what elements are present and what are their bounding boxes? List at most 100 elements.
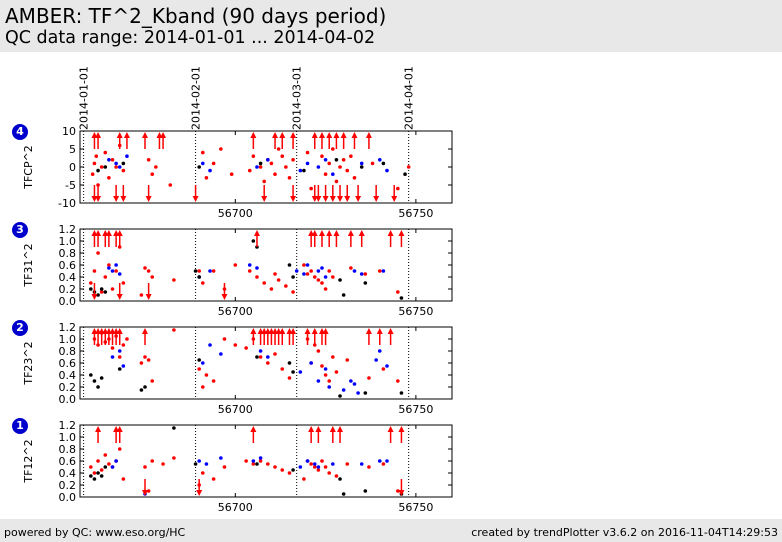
data-point — [161, 462, 165, 466]
arrow-up-head — [322, 328, 329, 334]
data-point — [92, 471, 97, 475]
arrow-up-head — [387, 328, 394, 334]
data-point — [403, 172, 407, 176]
data-point — [233, 343, 238, 347]
data-point — [193, 269, 198, 273]
arrow-up-head — [160, 132, 167, 138]
data-point — [316, 349, 321, 353]
data-point — [255, 266, 259, 270]
data-point — [172, 278, 176, 282]
data-point — [110, 287, 115, 291]
data-point — [143, 355, 147, 359]
data-point — [396, 290, 400, 294]
data-point — [331, 172, 335, 176]
x-tick-label: 56700 — [218, 501, 253, 514]
data-point — [103, 290, 108, 294]
data-point — [331, 462, 335, 466]
data-point — [385, 364, 389, 368]
data-point — [114, 161, 118, 166]
data-point — [197, 269, 201, 273]
data-point — [291, 468, 295, 472]
x-tick-label: 56750 — [398, 501, 433, 514]
data-point — [255, 355, 259, 359]
data-point — [197, 367, 201, 371]
data-point — [323, 465, 328, 469]
data-point — [323, 158, 328, 162]
date-marker-label: 2014-02-01 — [190, 66, 203, 130]
data-point — [172, 456, 176, 460]
data-point — [244, 459, 248, 463]
data-point — [103, 165, 108, 169]
date-marker-label: 2014-03-01 — [291, 66, 304, 130]
data-point — [143, 385, 147, 389]
data-point — [229, 172, 234, 176]
data-point — [316, 465, 321, 469]
arrow-down-head — [192, 196, 199, 202]
data-point — [121, 364, 126, 368]
arrow-up-head — [333, 132, 340, 138]
data-point — [255, 165, 259, 169]
y-tick-label: 0.8 — [59, 443, 77, 456]
data-point — [320, 364, 324, 368]
data-point — [121, 343, 126, 347]
data-point — [269, 287, 274, 291]
data-point — [331, 275, 335, 279]
data-point — [287, 263, 292, 267]
arrow-down-head — [337, 196, 344, 202]
data-point — [204, 373, 209, 377]
arrow-up-head — [253, 230, 260, 236]
data-point — [320, 154, 324, 158]
data-point — [139, 293, 144, 297]
data-point — [222, 465, 227, 469]
data-point — [121, 168, 126, 173]
data-point — [363, 281, 368, 285]
data-point — [107, 176, 111, 180]
x-tick-label: 56700 — [218, 305, 253, 318]
data-point — [320, 266, 324, 270]
panel-badge-2: 2 — [12, 320, 28, 336]
data-point — [121, 161, 126, 166]
arrow-up-head — [337, 426, 344, 432]
y-axis-label: TF12^2 — [22, 439, 35, 483]
page-header: AMBER: TF^2_Kband (90 days period) QC da… — [0, 0, 782, 52]
arrow-down-head — [221, 294, 228, 300]
data-point — [334, 370, 339, 374]
data-point — [273, 352, 277, 356]
data-point — [327, 269, 332, 273]
data-point — [117, 349, 122, 353]
data-point — [117, 447, 122, 451]
data-point — [331, 147, 335, 151]
arrow-down-head — [391, 196, 398, 202]
data-point — [377, 349, 382, 353]
arrow-up-head — [279, 132, 286, 138]
y-tick-label: 0.6 — [59, 357, 77, 370]
data-point — [204, 176, 209, 180]
data-point — [359, 462, 364, 466]
arrow-up-head — [387, 230, 394, 236]
arrow-up-head — [95, 426, 102, 432]
data-point — [99, 474, 104, 478]
data-point — [377, 269, 382, 273]
data-point — [89, 465, 93, 469]
data-point — [247, 269, 252, 273]
data-point — [302, 272, 306, 276]
arrow-up-head — [116, 230, 123, 236]
arrow-down-head — [142, 490, 149, 496]
arrow-up-head — [365, 328, 372, 334]
y-tick-label: 1.2 — [59, 321, 77, 334]
data-point — [312, 465, 317, 469]
data-point — [200, 471, 205, 475]
powered-by-link[interactable]: powered by QC: www.eso.org/HC — [4, 526, 186, 539]
data-point — [172, 328, 176, 332]
y-axis-label: TF31^2 — [22, 243, 35, 287]
arrow-up-head — [250, 132, 257, 138]
arrow-down-head — [329, 196, 336, 202]
data-point — [284, 165, 288, 169]
date-marker-label: 2014-04-01 — [403, 66, 416, 130]
y-tick-label: 1.2 — [59, 419, 77, 432]
data-point — [276, 147, 281, 151]
data-point — [352, 176, 357, 180]
data-point — [110, 346, 115, 350]
data-point — [146, 269, 151, 273]
data-point — [103, 150, 108, 155]
